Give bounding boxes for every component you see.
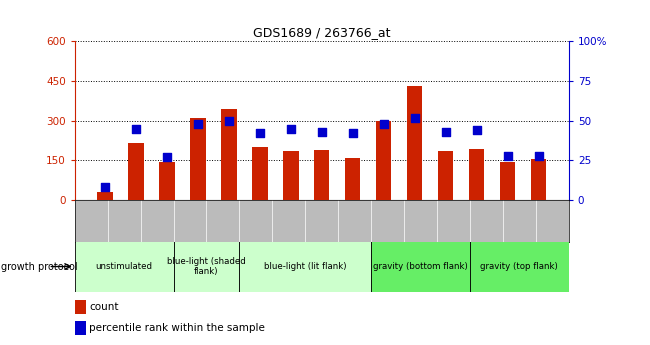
Text: blue-light (lit flank): blue-light (lit flank) [264,262,346,271]
Bar [159,162,175,200]
Bar [407,86,422,200]
Bar [376,121,391,200]
Bar [500,162,515,200]
Point [410,115,420,120]
Point [255,131,265,136]
Text: gravity (top flank): gravity (top flank) [480,262,558,271]
Point [192,121,203,127]
Bar [190,118,205,200]
Point [378,121,389,127]
Text: count: count [89,302,118,312]
Text: unstimulated: unstimulated [96,262,153,271]
Bar [128,143,144,200]
Point [131,126,141,131]
Point [534,153,544,158]
Point [162,155,172,160]
Text: blue-light (shaded
flank): blue-light (shaded flank) [167,257,246,276]
Bar [531,159,546,200]
Bar [174,241,239,292]
Bar [98,192,112,200]
Title: GDS1689 / 263766_at: GDS1689 / 263766_at [253,26,391,39]
Bar [345,158,361,200]
Point [471,128,482,133]
Bar [469,148,484,200]
Point [441,129,451,135]
Text: percentile rank within the sample: percentile rank within the sample [89,323,265,333]
Bar [75,241,174,292]
Point [317,129,327,135]
Bar [252,147,268,200]
Point [285,126,296,131]
Point [348,131,358,136]
Bar [239,241,371,292]
Bar [371,241,470,292]
Point [224,118,234,124]
Bar [283,151,298,200]
Point [99,185,110,190]
Text: gravity (bottom flank): gravity (bottom flank) [373,262,468,271]
Bar [470,241,569,292]
Bar [314,150,330,200]
Text: growth protocol: growth protocol [1,262,78,272]
Bar [221,109,237,200]
Bar [438,151,454,200]
Point [502,153,513,158]
